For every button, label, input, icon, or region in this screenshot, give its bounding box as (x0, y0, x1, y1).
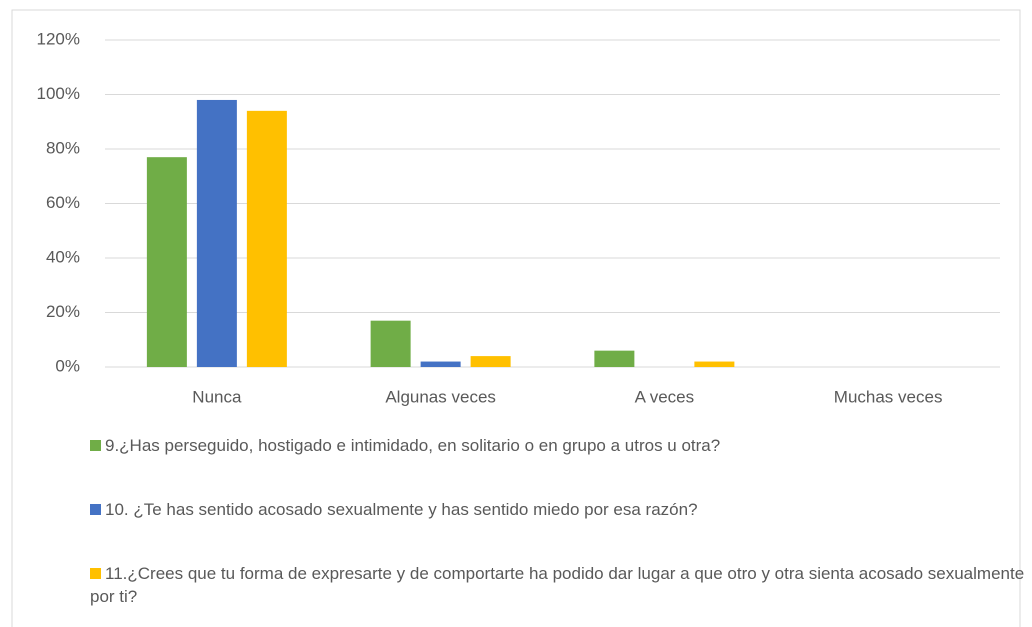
y-tick-label: 0% (55, 356, 80, 375)
x-tick-label: Muchas veces (834, 387, 943, 406)
legend-swatch (90, 568, 101, 579)
bar (694, 361, 735, 367)
legend-swatch (90, 504, 101, 515)
legend-item: 10. ¿Te has sentido acosado sexualmente … (90, 498, 1025, 521)
x-tick-label: A veces (635, 387, 695, 406)
y-tick-label: 100% (37, 84, 80, 103)
x-tick-label: Algunas veces (385, 387, 496, 406)
legend-label: 9.¿Has perseguido, hostigado e intimidad… (105, 436, 721, 455)
bar (370, 320, 411, 367)
chart-border (11, 9, 1021, 627)
y-tick-label: 80% (46, 138, 80, 157)
y-tick-label: 60% (46, 193, 80, 212)
y-tick-label: 20% (46, 302, 80, 321)
y-tick-label: 120% (37, 29, 80, 48)
legend-label: 11.¿Crees que tu forma de expresarte y d… (90, 564, 1025, 606)
bar (420, 361, 461, 367)
bar (146, 157, 187, 367)
bar (594, 350, 635, 367)
bar (246, 110, 287, 367)
legend-item: 9.¿Has perseguido, hostigado e intimidad… (90, 434, 1025, 457)
legend-swatch (90, 440, 101, 451)
legend-item: 11.¿Crees que tu forma de expresarte y d… (90, 562, 1025, 608)
bar (470, 356, 511, 367)
y-tick-label: 40% (46, 247, 80, 266)
bar (196, 99, 237, 367)
legend-label: 10. ¿Te has sentido acosado sexualmente … (105, 500, 698, 519)
x-tick-label: Nunca (192, 387, 242, 406)
